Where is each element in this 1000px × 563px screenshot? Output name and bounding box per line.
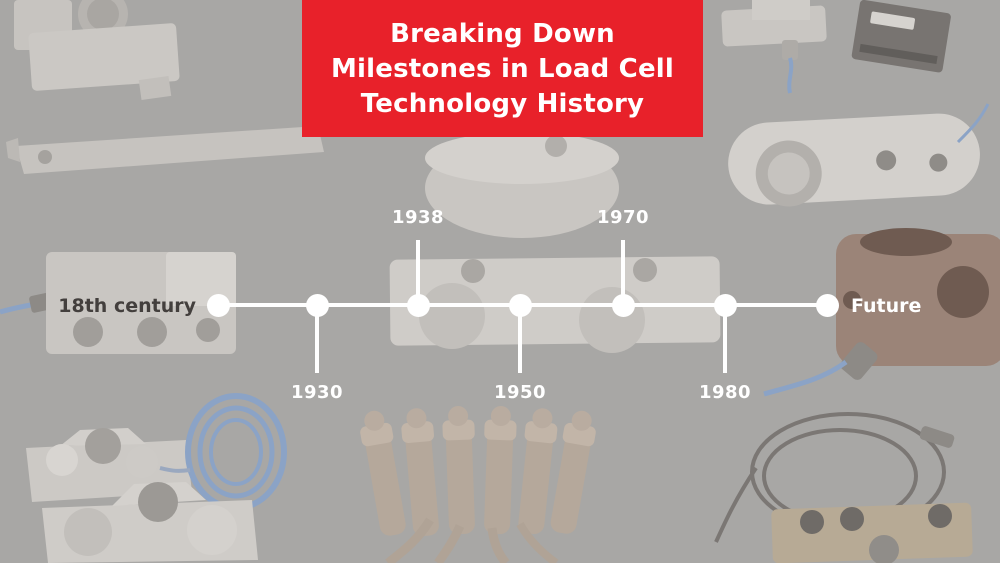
shear-beam-load-cell-photo-2	[42, 482, 258, 563]
connector-1930	[315, 307, 319, 373]
timeline-label-1980: 1980	[698, 382, 752, 403]
beam-load-cell-photo	[6, 126, 324, 174]
timeline-label-1938: 1938	[391, 207, 445, 228]
brown-compression-load-cell-photo	[763, 228, 1000, 397]
beam-load-cell-cable-loop-photo	[714, 412, 973, 563]
timeline-dot-1950	[509, 294, 532, 317]
timeline-label-1930: 1930	[290, 382, 344, 403]
timeline-dot-1938	[407, 294, 430, 317]
tension-link-load-cell-photo	[728, 113, 980, 207]
blue-cable-right	[956, 103, 990, 144]
title-line-3: Technology History	[360, 89, 645, 119]
timeline-dot-future	[816, 294, 839, 317]
timeline-label-18th-century: 18th century	[58, 295, 196, 317]
timeline-dot-1980	[714, 294, 737, 317]
timeline-label-future: Future	[851, 295, 922, 317]
canister-load-cell-photo	[425, 132, 619, 238]
connector-1938	[416, 240, 420, 303]
mounting-assembly-photo	[721, 0, 827, 94]
load-pin-cluster-photo	[360, 406, 596, 563]
double-ended-beam-load-cell-photo	[389, 256, 721, 353]
timeline-dot-18th-century	[207, 294, 230, 317]
title-line-1: Breaking Down	[390, 19, 615, 49]
timeline-label-1970: 1970	[596, 207, 650, 228]
title-banner: Breaking Down Milestones in Load Cell Te…	[302, 0, 703, 137]
connector-1980	[723, 307, 727, 373]
single-point-load-cell-photo	[14, 0, 180, 100]
coiled-blue-cable-photo	[159, 393, 287, 511]
timeline-dot-1930	[306, 294, 329, 317]
timeline-dot-1970	[612, 294, 635, 317]
digital-indicator-photo	[851, 0, 951, 73]
connector-1950	[518, 307, 522, 373]
timeline-label-1950: 1950	[493, 382, 547, 403]
title-line-2: Milestones in Load Cell	[330, 54, 675, 84]
connector-1970	[621, 240, 625, 303]
compression-load-cell-left-photo	[0, 252, 236, 354]
